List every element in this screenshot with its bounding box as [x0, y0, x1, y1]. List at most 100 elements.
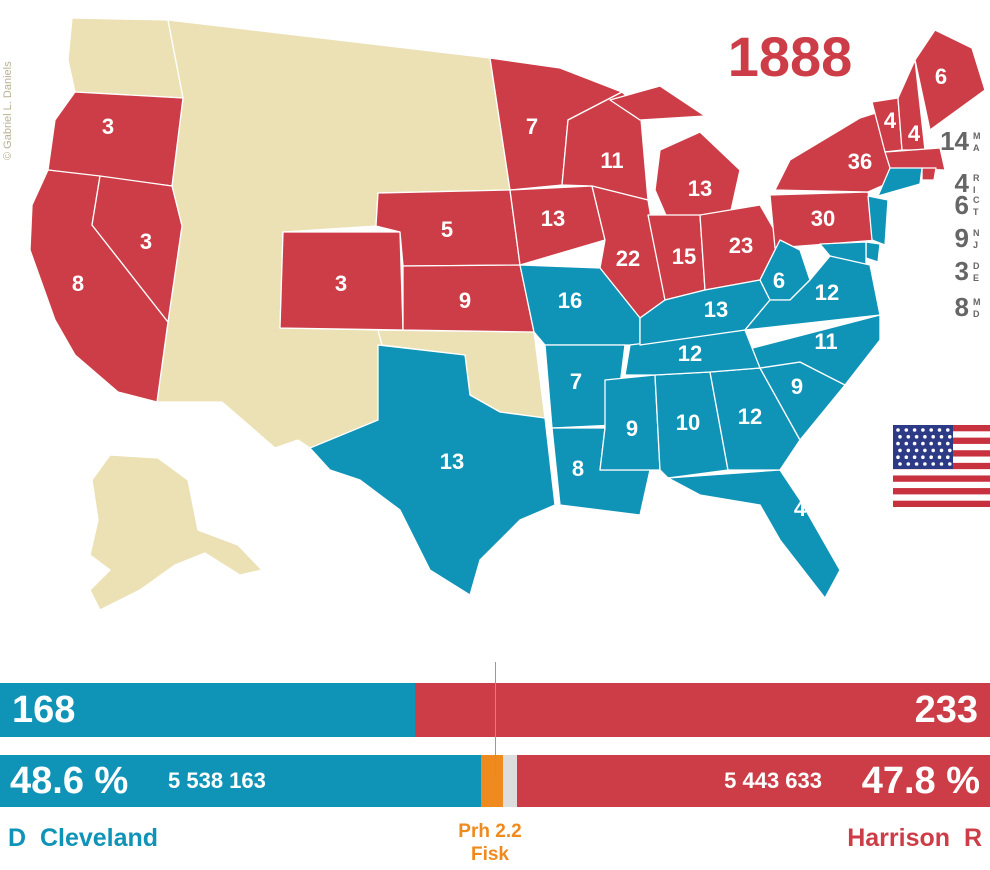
- third-party-percent: 2.2: [495, 821, 522, 842]
- flag-star: [906, 462, 911, 466]
- state-votes-mi: 13: [688, 176, 712, 201]
- state-votes-il: 22: [616, 246, 640, 271]
- state-votes-ks: 9: [459, 288, 471, 313]
- state-ct: [877, 167, 923, 197]
- democrat-electoral-votes: 168: [12, 688, 76, 731]
- flag-star: [904, 441, 909, 446]
- flag-star: [929, 428, 933, 432]
- flag-star: [946, 428, 950, 432]
- electoral-vote-bar: 168 233: [0, 683, 990, 737]
- state-votes-wv: 6: [773, 268, 785, 293]
- flag-star: [929, 455, 933, 459]
- flag-star: [939, 435, 944, 439]
- state-votes-nc: 11: [814, 329, 837, 354]
- state-votes-ky: 13: [704, 297, 728, 322]
- flag-star: [921, 441, 925, 446]
- state-votes-nv: 3: [140, 229, 152, 254]
- flag-stripe: [893, 500, 990, 507]
- state-wa-territory: [67, 17, 184, 99]
- flag-star: [937, 441, 942, 446]
- third-party-label: Prh 2.2 Fisk: [440, 820, 540, 866]
- flag-star: [946, 441, 950, 446]
- ne-abbr-top: M: [973, 131, 981, 141]
- state-votes-oh: 23: [729, 233, 753, 258]
- flag-star: [898, 462, 902, 466]
- state-votes-wi: 11: [600, 148, 623, 173]
- flag-star: [896, 441, 900, 446]
- flag-star: [914, 462, 919, 466]
- state-mi-upper: [609, 85, 706, 121]
- flag-star: [923, 435, 927, 439]
- ne-abbr-top: M: [973, 297, 981, 307]
- ne-votes-de: 3: [955, 256, 969, 286]
- democrat-popular-votes: 5 538 163: [168, 768, 266, 793]
- democrat-candidate-label: D Cleveland: [8, 824, 158, 853]
- flag-star: [896, 455, 900, 459]
- state-votes-pa: 30: [811, 206, 835, 231]
- flag-star: [948, 462, 952, 466]
- flag-star: [929, 441, 933, 446]
- flag-star: [921, 455, 925, 459]
- other-popular-segment: [502, 755, 517, 807]
- state-votes-ar: 7: [570, 369, 582, 394]
- ne-votes-ri: 4: [955, 168, 970, 198]
- flag-star: [923, 448, 927, 453]
- flag-star: [931, 448, 935, 453]
- ne-abbr-bottom: T: [973, 207, 979, 217]
- northeast-vote-labels: 14 MA4 RI6 CT9 NJ3 DE8 MD: [940, 126, 980, 322]
- state-ma: [884, 147, 946, 171]
- flag-star: [946, 455, 950, 459]
- flag-star: [939, 448, 944, 453]
- democrat-popular-segment: [0, 755, 482, 807]
- republican-electoral-segment: [414, 683, 990, 737]
- ne-abbr-bottom: A: [973, 143, 980, 153]
- flag-star: [904, 428, 909, 432]
- flag-star: [898, 435, 902, 439]
- us-flag-icon: [893, 425, 990, 507]
- majority-line: [495, 662, 496, 778]
- ne-abbr-bottom: I: [973, 185, 976, 195]
- ne-abbr-top: R: [973, 173, 980, 183]
- flag-star: [912, 441, 917, 446]
- republican-party-letter: R: [963, 824, 982, 852]
- state-votes-al: 10: [676, 410, 700, 435]
- popular-vote-bar: 48.6 % 5 538 163 5 443 633 47.8 %: [0, 755, 990, 807]
- flag-star: [948, 448, 952, 453]
- state-votes-me: 6: [935, 64, 947, 89]
- democrat-electoral-segment: [0, 683, 415, 737]
- ne-votes-ma: 14: [940, 126, 969, 156]
- flag-star: [931, 435, 935, 439]
- flag-star: [912, 428, 917, 432]
- democrat-popular-percent: 48.6 %: [10, 759, 129, 802]
- state-votes-vt: 4: [884, 108, 897, 133]
- state-fl: [667, 469, 841, 599]
- ne-abbr-top: D: [973, 261, 980, 271]
- ne-votes-md: 8: [955, 292, 969, 322]
- election-year-title: 1888: [727, 25, 853, 88]
- state-votes-mo: 16: [558, 288, 582, 313]
- flag-star: [937, 428, 942, 432]
- state-votes-ia: 13: [541, 206, 565, 231]
- republican-candidate-name: Harrison: [847, 824, 951, 852]
- state-votes-ga: 12: [738, 404, 762, 429]
- state-votes-ne: 5: [441, 217, 453, 242]
- state-votes-ny: 36: [848, 149, 872, 174]
- flag-star: [898, 448, 902, 453]
- flag-stripe: [893, 488, 990, 495]
- flag-star: [914, 435, 919, 439]
- state-ri: [921, 167, 937, 181]
- flag-star: [896, 428, 900, 432]
- flag-star: [904, 455, 909, 459]
- ne-abbr-top: N: [973, 228, 980, 238]
- flag-star: [923, 462, 927, 466]
- state-nv: [91, 175, 183, 323]
- state-votes-nh: 4: [908, 121, 921, 146]
- state-va: [744, 255, 881, 331]
- republican-candidate-label: Harrison R: [847, 824, 982, 853]
- state-votes-tx: 13: [440, 449, 464, 474]
- flag-stripe: [893, 475, 990, 482]
- ne-abbr-bottom: E: [973, 273, 979, 283]
- flag-star: [912, 455, 917, 459]
- third-party-candidate: Fisk: [470, 844, 510, 865]
